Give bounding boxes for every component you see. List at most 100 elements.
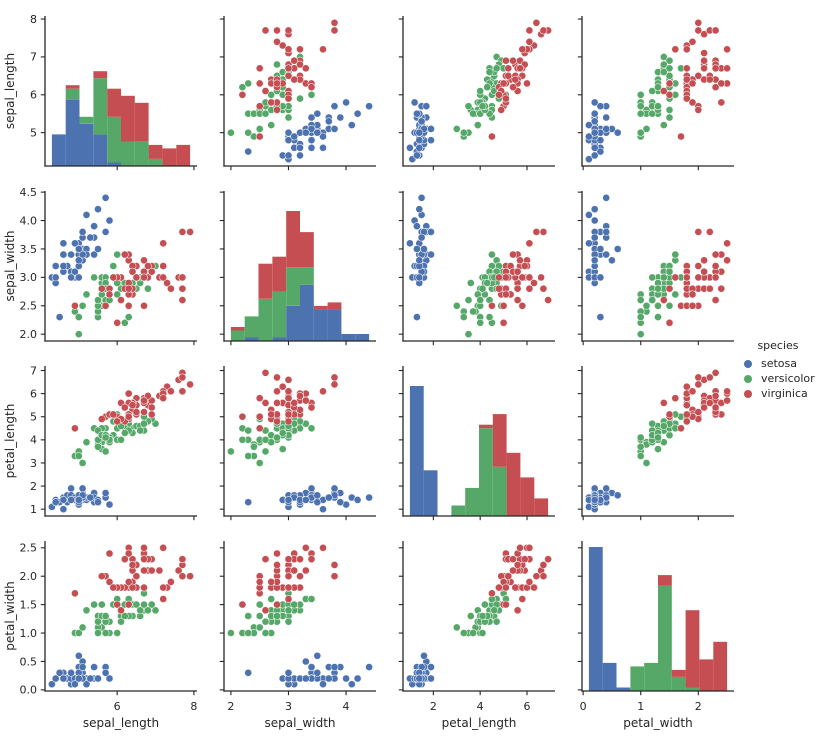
data-point — [105, 549, 114, 558]
hist-bar — [107, 116, 121, 163]
data-point — [244, 79, 253, 88]
hist-bar — [588, 547, 603, 691]
data-point — [513, 606, 522, 615]
data-point — [94, 205, 102, 214]
data-point — [101, 612, 110, 620]
data-point — [723, 256, 731, 265]
data-point — [483, 83, 492, 92]
y-tick-label: 4.5 — [20, 186, 38, 199]
data-point — [78, 301, 87, 310]
data-point — [255, 132, 264, 141]
data-point — [284, 495, 293, 504]
data-point — [665, 267, 674, 276]
data-point — [101, 629, 110, 637]
data-point — [140, 583, 148, 592]
data-point — [86, 233, 95, 242]
data-point — [469, 629, 477, 637]
data-point — [278, 41, 287, 50]
data-point — [466, 279, 475, 287]
data-point — [178, 296, 187, 304]
data-point — [705, 398, 714, 407]
hist-bar — [272, 256, 287, 292]
data-point — [284, 583, 293, 592]
data-point — [82, 606, 91, 615]
scatter-points — [585, 193, 731, 339]
data-point — [513, 296, 522, 304]
data-point — [284, 417, 293, 426]
data-point — [654, 433, 662, 442]
data-point — [86, 674, 95, 683]
data-point — [520, 555, 529, 564]
data-point — [178, 273, 187, 282]
data-point — [694, 26, 703, 35]
data-point — [71, 589, 79, 598]
data-point — [59, 262, 68, 270]
data-point — [120, 428, 129, 437]
data-point — [284, 572, 293, 581]
cell-petal_length-vs-petal_length — [398, 366, 555, 521]
cell-petal_length-vs-petal_width — [577, 366, 734, 521]
hist-bar — [272, 291, 287, 338]
x-tick-label: 6 — [114, 700, 121, 713]
data-point — [307, 595, 316, 603]
data-point — [665, 79, 674, 88]
hist-bar — [300, 284, 314, 341]
data-point — [636, 102, 645, 111]
data-point — [67, 273, 75, 282]
setosa-swatch-icon — [744, 359, 752, 368]
data-point — [124, 412, 133, 421]
data-point — [700, 64, 708, 73]
hist-bar — [162, 148, 177, 166]
data-point — [90, 250, 98, 259]
hist-bar — [65, 99, 80, 166]
data-point — [78, 227, 87, 236]
data-point — [255, 394, 264, 403]
data-point — [290, 566, 299, 575]
data-point — [319, 143, 327, 152]
data-point — [711, 250, 720, 259]
data-point — [636, 330, 645, 339]
scatter-points — [585, 18, 731, 164]
data-point — [244, 426, 253, 435]
data-point — [532, 18, 541, 27]
data-point — [659, 296, 668, 304]
data-point — [132, 572, 141, 581]
data-point — [590, 216, 599, 225]
data-point — [417, 233, 426, 242]
data-point — [532, 572, 541, 581]
data-point — [284, 387, 293, 396]
data-point — [711, 296, 720, 304]
data-point — [71, 680, 79, 689]
hist-bar — [534, 498, 549, 516]
data-point — [694, 262, 703, 270]
hist-bar — [685, 610, 700, 688]
data-point — [278, 428, 287, 437]
data-point — [717, 284, 726, 293]
data-point — [494, 284, 503, 293]
data-point — [128, 401, 137, 410]
data-point — [711, 403, 720, 412]
data-point — [113, 629, 122, 637]
legend-title: species — [757, 339, 799, 352]
hist-bar — [93, 134, 108, 166]
cell-petal_width-vs-sepal_length: 6 8 0.0 0.5 1.0 1.5 2.0 2.5 — [20, 541, 197, 713]
hist-bar — [51, 134, 66, 166]
data-point — [255, 459, 264, 467]
data-point — [585, 210, 593, 219]
data-point — [55, 313, 64, 321]
data-point — [97, 284, 106, 293]
data-point — [313, 109, 322, 118]
data-point — [97, 572, 106, 581]
data-point — [159, 583, 168, 592]
data-point — [101, 433, 110, 442]
data-point — [71, 267, 79, 276]
data-point — [319, 543, 327, 552]
data-point — [90, 273, 98, 282]
hist-bar — [107, 88, 121, 117]
data-point — [296, 143, 304, 152]
data-point — [665, 284, 674, 293]
data-point — [602, 484, 611, 493]
data-point — [539, 284, 548, 293]
data-point — [452, 301, 461, 310]
data-point — [590, 109, 599, 118]
